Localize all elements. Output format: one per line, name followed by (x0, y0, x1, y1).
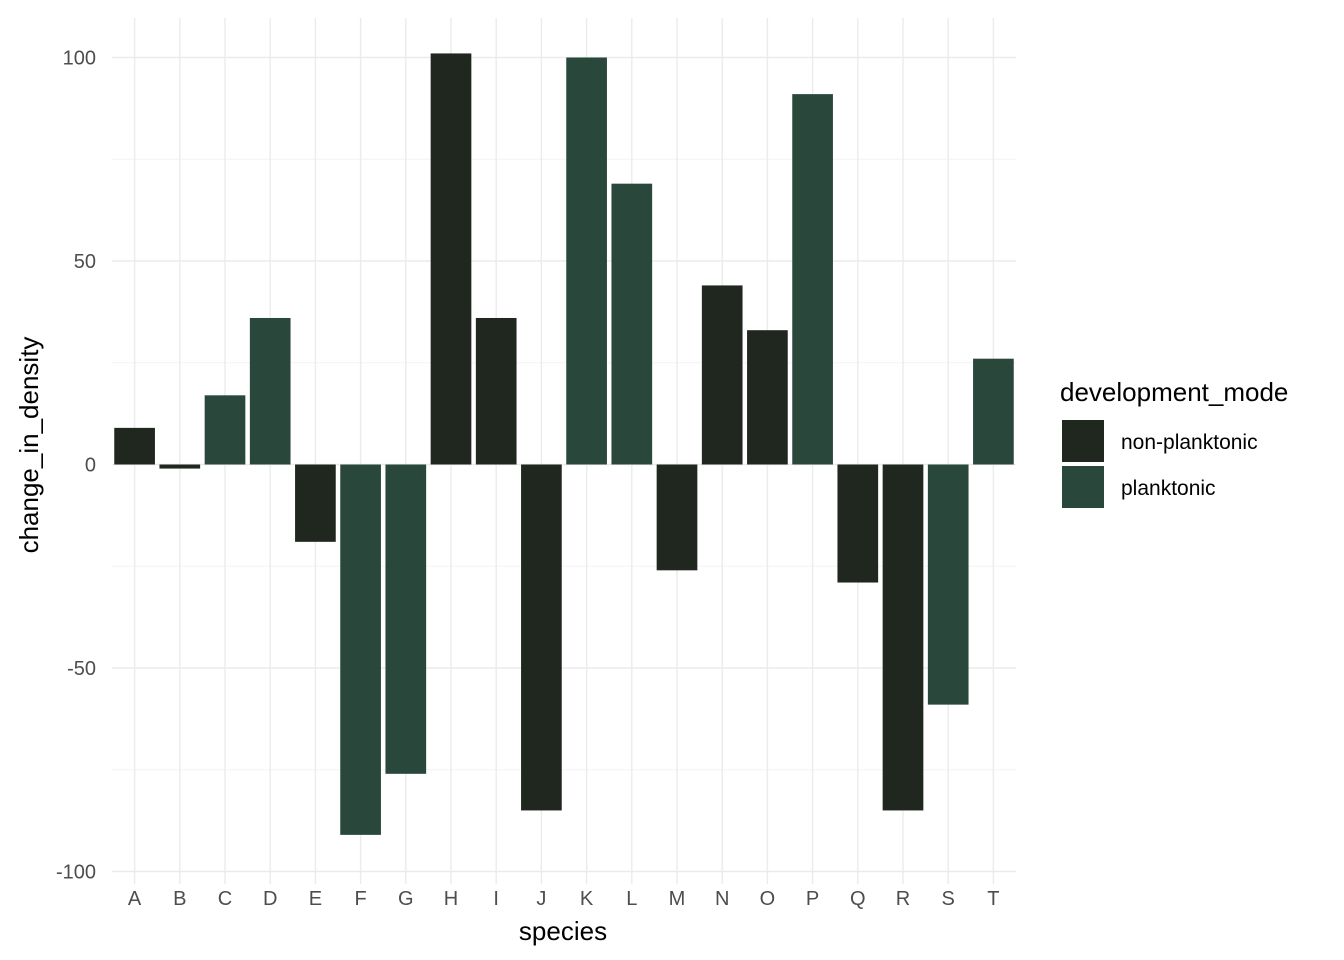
bar-L (611, 183, 653, 465)
bar-J (521, 464, 562, 811)
x-axis-ticks: A B C D E F G H I J K L M N O P Q R S T (128, 888, 1000, 910)
bar-B (159, 464, 201, 469)
bar-G (385, 464, 427, 774)
x-axis-title: species (519, 916, 607, 946)
x-tick-label: B (173, 888, 186, 910)
x-tick-label: C (218, 888, 232, 910)
legend-key-planktonic (1062, 466, 1104, 508)
x-tick-label: P (806, 888, 819, 910)
x-tick-label: O (760, 888, 776, 910)
legend: development_mode non-planktonic planktoni… (1060, 377, 1288, 508)
legend-title: development_mode (1060, 377, 1288, 407)
bar-T (973, 358, 1014, 465)
bars (114, 53, 1014, 835)
x-tick-label: L (626, 888, 637, 910)
x-tick-label: T (987, 888, 999, 910)
y-tick-label: 50 (74, 251, 96, 273)
bar-S (927, 464, 969, 705)
y-tick-label: -100 (56, 862, 96, 884)
bar-Q (837, 464, 879, 583)
bar-K (566, 57, 607, 465)
x-tick-label: K (580, 888, 594, 910)
x-tick-label: I (493, 888, 499, 910)
x-tick-label: Q (850, 888, 866, 910)
x-tick-label: D (263, 888, 277, 910)
x-tick-label: N (715, 888, 729, 910)
x-tick-label: H (444, 888, 458, 910)
x-tick-label: E (309, 888, 322, 910)
bar-E (295, 464, 336, 542)
y-tick-label: 0 (85, 455, 96, 477)
y-axis-title: change_in_density (14, 337, 44, 554)
bar-I (475, 317, 517, 465)
bar-N (701, 285, 743, 465)
bar-H (430, 53, 472, 465)
x-tick-label: S (942, 888, 955, 910)
bar-R (882, 464, 924, 811)
bar-P (792, 94, 833, 465)
grid (112, 18, 1016, 884)
y-tick-label: 100 (63, 48, 96, 70)
legend-label: planktonic (1121, 477, 1216, 500)
bar-C (204, 395, 246, 465)
x-tick-label: G (398, 888, 414, 910)
bar-A (114, 427, 155, 465)
bar-D (249, 317, 291, 465)
x-tick-label: R (896, 888, 910, 910)
y-axis-ticks: -100 -50 0 50 100 (56, 48, 96, 884)
legend-label: non-planktonic (1121, 431, 1258, 454)
y-tick-label: -50 (67, 658, 96, 680)
bar-O (747, 330, 788, 465)
bar-M (656, 464, 698, 571)
x-tick-label: M (669, 888, 686, 910)
x-tick-label: J (536, 888, 546, 910)
legend-key-non-planktonic (1062, 420, 1104, 462)
x-tick-label: A (128, 888, 142, 910)
x-tick-label: F (354, 888, 366, 910)
bar-F (340, 464, 381, 835)
